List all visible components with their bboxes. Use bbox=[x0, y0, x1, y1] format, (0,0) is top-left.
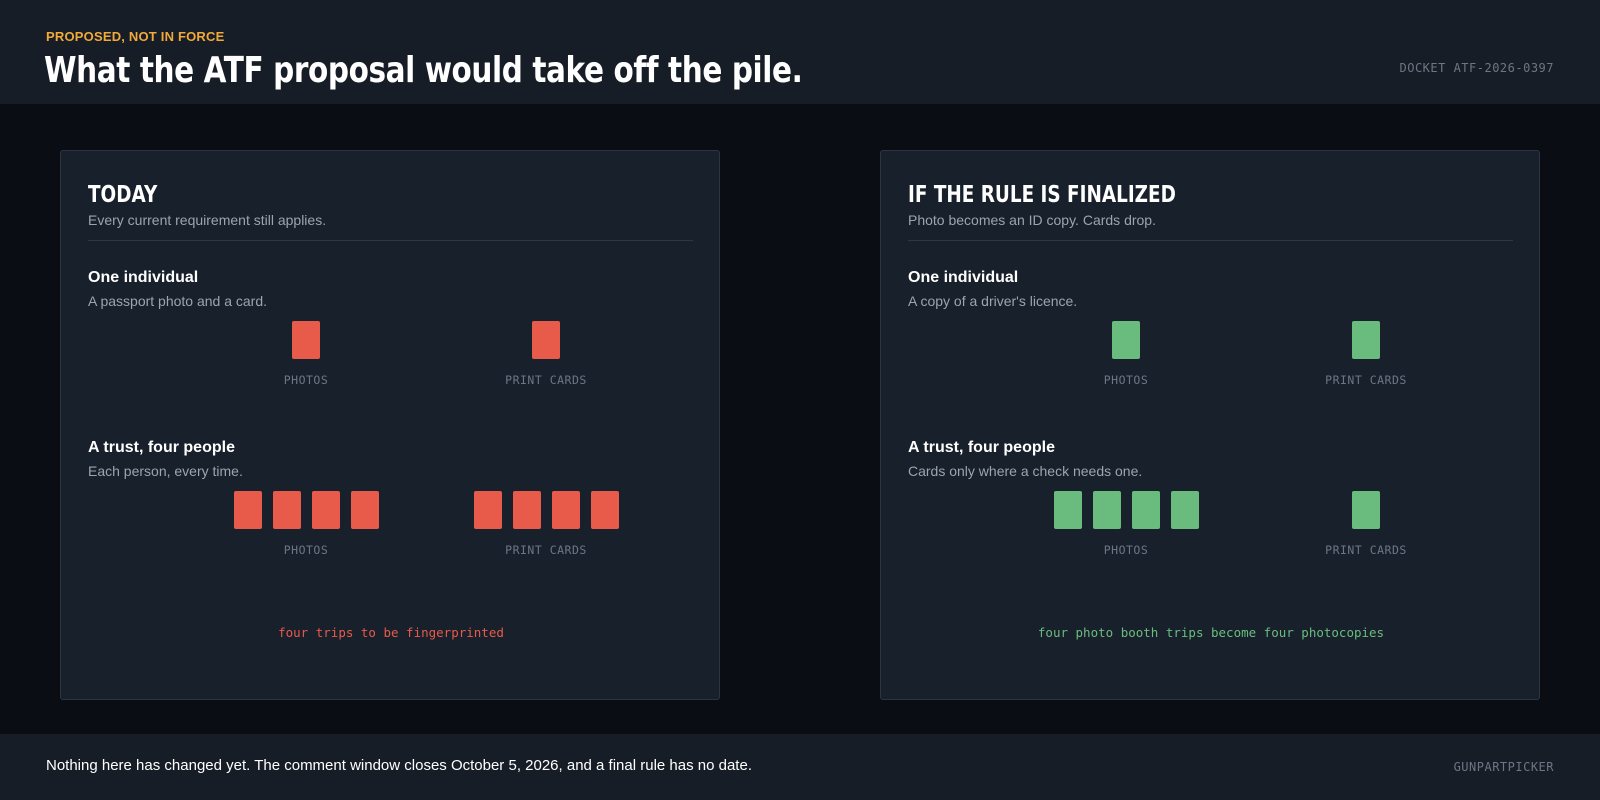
photos-group: PHOTOS bbox=[1046, 321, 1206, 391]
print-card-icon bbox=[551, 491, 580, 529]
section-description: A copy of a driver's licence. bbox=[908, 293, 1078, 309]
footer-note: Nothing here has changed yet. The commen… bbox=[46, 757, 752, 774]
photos-label: PHOTOS bbox=[283, 373, 329, 387]
print-card-icon bbox=[512, 491, 541, 529]
print-card-icon bbox=[590, 491, 619, 529]
print-cards-icons bbox=[1286, 491, 1446, 530]
divider bbox=[88, 240, 693, 241]
panel-today: TODAY Every current requirement still ap… bbox=[60, 150, 720, 700]
print-cards-icons bbox=[466, 491, 626, 530]
photo-icon bbox=[1112, 321, 1140, 359]
photo-icon bbox=[272, 491, 301, 529]
section-individual: One individual A passport photo and a ca… bbox=[88, 269, 693, 409]
header-bar: PROPOSED, NOT IN FORCE What the ATF prop… bbox=[0, 0, 1600, 104]
section-description: Cards only where a check needs one. bbox=[908, 463, 1143, 479]
print-cards-label: PRINT CARDS bbox=[505, 543, 587, 557]
photo-icon bbox=[311, 491, 340, 529]
photos-label: PHOTOS bbox=[1103, 543, 1149, 557]
section-individual: One individual A copy of a driver's lice… bbox=[908, 269, 1513, 409]
print-cards-icons bbox=[1286, 321, 1446, 360]
brand-name: GUNPARTPICKER bbox=[1453, 760, 1554, 774]
photos-icons bbox=[1046, 491, 1206, 530]
divider bbox=[908, 240, 1513, 241]
photos-group: PHOTOS bbox=[226, 321, 386, 391]
panel-subtitle: Photo becomes an ID copy. Cards drop. bbox=[908, 212, 1156, 228]
panel-finalized: IF THE RULE IS FINALIZED Photo becomes a… bbox=[880, 150, 1540, 700]
photo-icon bbox=[1053, 491, 1082, 529]
section-heading: A trust, four people bbox=[88, 439, 235, 456]
section-heading: One individual bbox=[88, 269, 199, 286]
status-eyebrow: PROPOSED, NOT IN FORCE bbox=[46, 29, 225, 44]
print-card-icon bbox=[473, 491, 502, 529]
photos-icons bbox=[1046, 321, 1206, 360]
footer-bar: Nothing here has changed yet. The commen… bbox=[0, 734, 1600, 800]
section-heading: A trust, four people bbox=[908, 439, 1055, 456]
photo-icon bbox=[292, 321, 320, 359]
photos-label: PHOTOS bbox=[283, 543, 329, 557]
section-heading: One individual bbox=[908, 269, 1019, 286]
photo-icon bbox=[1170, 491, 1199, 529]
photos-icons bbox=[226, 491, 386, 530]
page-title: What the ATF proposal would take off the… bbox=[44, 50, 803, 91]
print-card-icon bbox=[1352, 491, 1380, 529]
panel-title: TODAY bbox=[88, 182, 158, 208]
print-cards-group: PRINT CARDS bbox=[466, 321, 626, 391]
print-cards-label: PRINT CARDS bbox=[1325, 373, 1407, 387]
photos-group: PHOTOS bbox=[226, 491, 386, 561]
print-cards-label: PRINT CARDS bbox=[1325, 543, 1407, 557]
print-cards-label: PRINT CARDS bbox=[505, 373, 587, 387]
panel-title: IF THE RULE IS FINALIZED bbox=[908, 182, 1176, 208]
docket-number: DOCKET ATF-2026-0397 bbox=[1399, 61, 1554, 75]
panel-note: four trips to be fingerprinted bbox=[278, 625, 504, 640]
photos-label: PHOTOS bbox=[1103, 373, 1149, 387]
print-cards-icons bbox=[466, 321, 626, 360]
section-trust: A trust, four people Cards only where a … bbox=[908, 439, 1513, 579]
section-description: Each person, every time. bbox=[88, 463, 243, 479]
print-cards-group: PRINT CARDS bbox=[466, 491, 626, 561]
print-card-icon bbox=[1352, 321, 1380, 359]
section-description: A passport photo and a card. bbox=[88, 293, 268, 309]
photos-icons bbox=[226, 321, 386, 360]
photo-icon bbox=[233, 491, 262, 529]
photo-icon bbox=[350, 491, 379, 529]
print-card-icon bbox=[532, 321, 560, 359]
photo-icon bbox=[1131, 491, 1160, 529]
print-cards-group: PRINT CARDS bbox=[1286, 491, 1446, 561]
photos-group: PHOTOS bbox=[1046, 491, 1206, 561]
photo-icon bbox=[1092, 491, 1121, 529]
print-cards-group: PRINT CARDS bbox=[1286, 321, 1446, 391]
section-trust: A trust, four people Each person, every … bbox=[88, 439, 693, 579]
panel-subtitle: Every current requirement still applies. bbox=[88, 212, 327, 228]
panel-note: four photo booth trips become four photo… bbox=[1037, 625, 1385, 640]
